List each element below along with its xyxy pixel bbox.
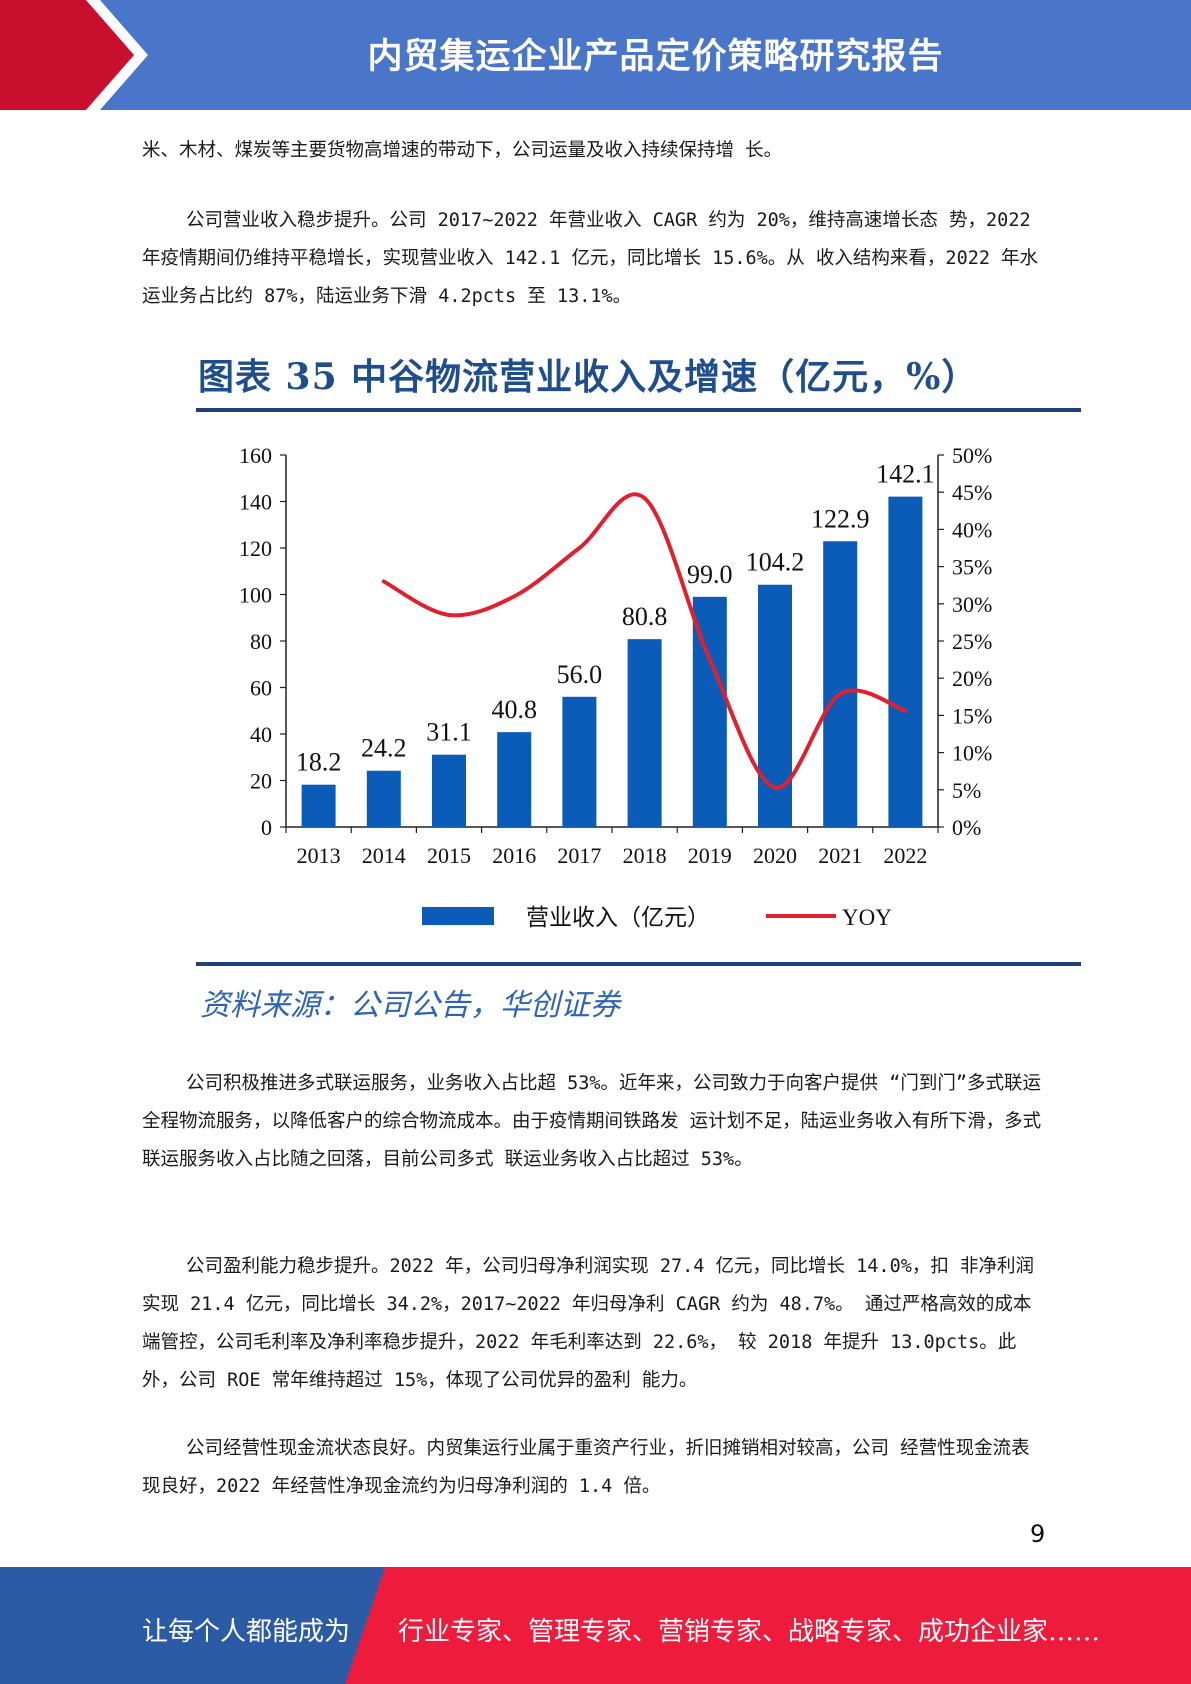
header-arrow-decoration bbox=[0, 0, 148, 110]
bar-data-label: 56.0 bbox=[557, 660, 603, 689]
y-tick-label: 60 bbox=[250, 676, 272, 701]
y-tick-label: 140 bbox=[239, 490, 272, 515]
paragraph-4: 公司盈利能力稳步提升。2022 年，公司归母净利润实现 27.4 亿元，同比增长… bbox=[142, 1256, 1034, 1391]
paragraph-5: 公司经营性现金流状态良好。内贸集运行业属于重资产行业，折旧摊销相对较高，公司 经… bbox=[142, 1438, 1030, 1497]
revenue-bar bbox=[497, 732, 532, 827]
bar-data-label: 18.2 bbox=[296, 748, 342, 777]
y2-tick-label: 35% bbox=[952, 555, 992, 580]
revenue-bar bbox=[366, 770, 401, 827]
y2-tick-label: 30% bbox=[952, 592, 992, 617]
y-tick-label: 40 bbox=[250, 722, 272, 747]
bar-data-label: 80.8 bbox=[622, 602, 668, 631]
footer-background bbox=[0, 1567, 1191, 1684]
revenue-bar bbox=[888, 496, 923, 827]
footer-slogan-left: 让每个人都能成为 bbox=[142, 1617, 351, 1647]
y2-tick-label: 15% bbox=[952, 703, 992, 728]
bar-data-label: 24.2 bbox=[361, 734, 407, 763]
x-tick-label: 2020 bbox=[753, 843, 797, 868]
y-tick-label: 100 bbox=[239, 583, 272, 608]
y2-tick-label: 5% bbox=[952, 778, 981, 803]
yoy-line bbox=[381, 492, 908, 790]
chart-top-rule bbox=[196, 408, 1081, 412]
bar-data-label: 40.8 bbox=[491, 695, 537, 724]
bar-data-label: 99.0 bbox=[687, 560, 733, 589]
y-tick-label: 20 bbox=[250, 769, 272, 794]
legend-swatch-revenue bbox=[422, 907, 494, 925]
x-tick-label: 2019 bbox=[688, 843, 732, 868]
y2-tick-label: 50% bbox=[952, 443, 992, 468]
y2-tick-label: 10% bbox=[952, 741, 992, 766]
chart-title: 图表 35 中谷物流营业收入及增速（亿元，%） bbox=[198, 356, 979, 398]
footer-slogan-right: 行业专家、管理专家、营销专家、战略专家、成功企业家…… bbox=[398, 1617, 1101, 1647]
y2-tick-label: 20% bbox=[952, 666, 992, 691]
y2-tick-label: 40% bbox=[952, 517, 992, 542]
y2-tick-label: 25% bbox=[952, 629, 992, 654]
legend-label-yoy: YOY bbox=[842, 905, 892, 930]
bar-data-label: 142.1 bbox=[876, 460, 935, 489]
revenue-chart: 0 20 40 60 80 100 120 140 160 0% 5% 10% 15% 20% 25% 30%… bbox=[239, 443, 992, 930]
bar-data-label: 31.1 bbox=[426, 718, 472, 747]
report-title: 内贸集运企业产品定价策略研究报告 bbox=[367, 37, 944, 77]
y2-tick-label: 45% bbox=[952, 480, 992, 505]
x-tick-label: 2017 bbox=[557, 843, 601, 868]
chart-bottom-rule bbox=[196, 962, 1081, 966]
x-tick-label: 2014 bbox=[362, 843, 406, 868]
y-tick-label: 160 bbox=[239, 443, 272, 468]
legend-label-revenue: 营业收入（亿元） bbox=[526, 905, 710, 930]
y-tick-label: 120 bbox=[239, 536, 272, 561]
revenue-bar bbox=[562, 696, 597, 827]
paragraph-1: 米、木材、煤炭等主要货物高增速的带动下，公司运量及收入持续保持增 长。 bbox=[142, 140, 783, 161]
page-footer: 让每个人都能成为 行业专家、管理专家、营销专家、战略专家、成功企业家…… bbox=[0, 1567, 1191, 1684]
bar-data-label: 122.9 bbox=[811, 504, 870, 533]
revenue-bar bbox=[301, 784, 336, 827]
revenue-bar bbox=[758, 584, 792, 827]
revenue-bar bbox=[627, 639, 662, 827]
revenue-bar bbox=[432, 754, 466, 827]
x-tick-label: 2021 bbox=[818, 843, 862, 868]
chart-source: 资料来源：公司公告，华创证券 bbox=[200, 988, 620, 1023]
x-tick-label: 2015 bbox=[427, 843, 471, 868]
x-tick-label: 2016 bbox=[492, 843, 536, 868]
y-tick-label: 80 bbox=[250, 629, 272, 654]
y2-tick-label: 0% bbox=[952, 815, 981, 840]
y-tick-label: 0 bbox=[261, 815, 272, 840]
x-tick-label: 2022 bbox=[883, 843, 927, 868]
page-header: 内贸集运企业产品定价策略研究报告 bbox=[0, 0, 1191, 110]
paragraph-3: 公司积极推进多式联运服务，业务收入占比超 53%。近年来，公司致力于向客户提供 … bbox=[142, 1073, 1042, 1170]
bar-data-label: 104.2 bbox=[746, 548, 805, 577]
x-tick-label: 2013 bbox=[297, 843, 341, 868]
paragraph-2: 公司营业收入稳步提升。公司 2017~2022 年营业收入 CAGR 约为 20… bbox=[142, 210, 1039, 307]
page-number: 9 bbox=[1030, 1520, 1046, 1548]
x-tick-label: 2018 bbox=[623, 843, 667, 868]
revenue-bar bbox=[823, 541, 858, 827]
